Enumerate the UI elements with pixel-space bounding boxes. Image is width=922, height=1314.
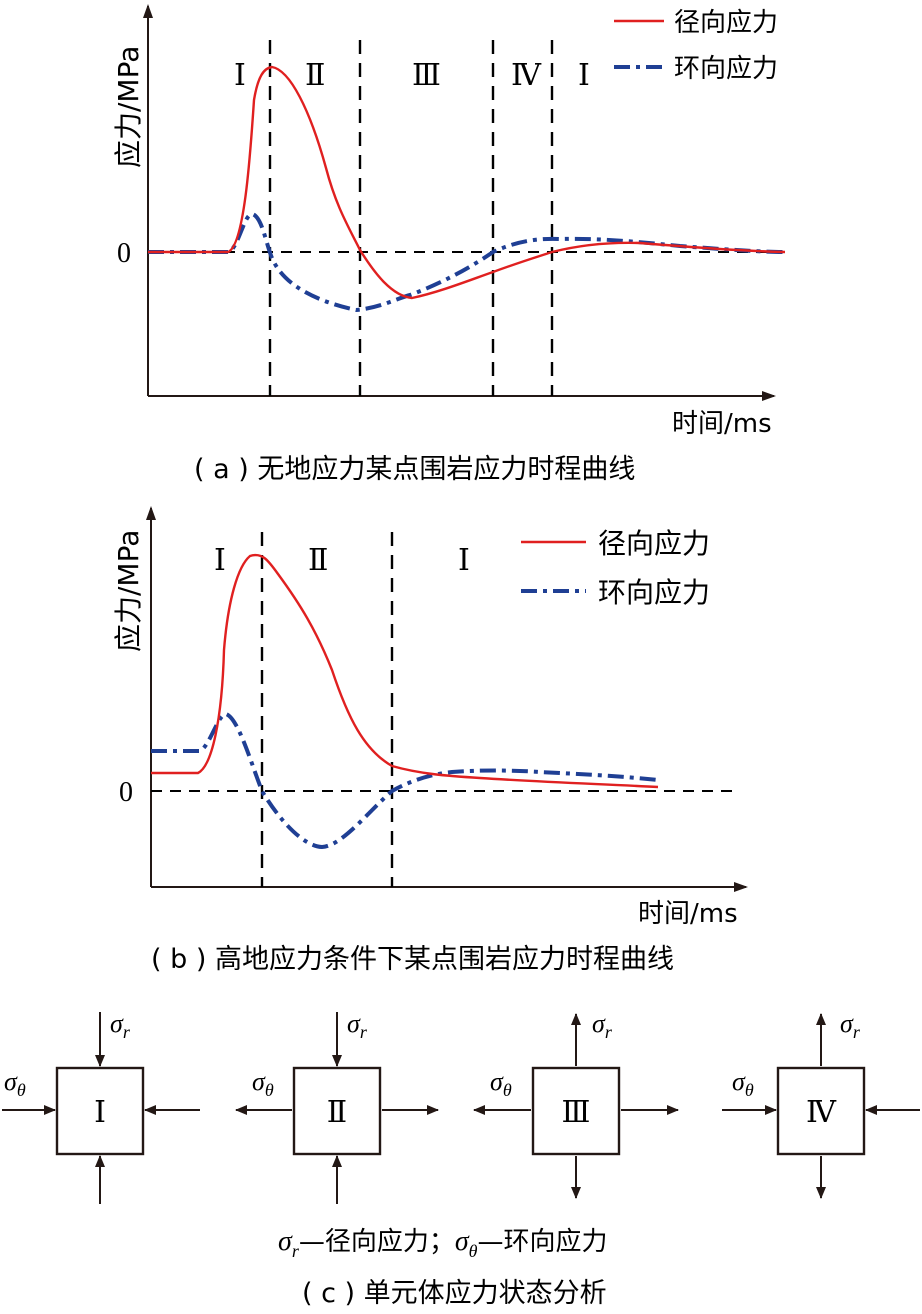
chart-b-legend-radial-label: 径向应力 [598, 527, 710, 560]
element-3-box [531, 1066, 621, 1156]
chart-b-zero-label: 0 [119, 777, 133, 808]
chart-a-legend: 径向应力 环向应力 [614, 8, 778, 84]
chart-b-radial-curve [151, 553, 659, 789]
element-diagram-caption: ( c ) 单元体应力状态分析 [302, 1278, 607, 1309]
chart-a-region-1: Ⅰ [234, 59, 246, 92]
element-4-box [776, 1066, 866, 1156]
element-1-label: Ⅰ [94, 1096, 106, 1129]
element-3: Ⅲ σr σθ [473, 1009, 679, 1199]
chart-b-x-axis-label: 时间/ms [638, 899, 738, 929]
chart-b-caption: ( b ) 高地应力条件下某点围岩应力时程曲线 [151, 944, 674, 975]
chart-b-region-1: Ⅰ [214, 544, 226, 577]
chart-a-radial-curve [148, 65, 786, 300]
element-2: Ⅱ σr σθ [235, 1009, 439, 1204]
chart-a-caption: ( a ) 无地应力某点围岩应力时程曲线 [194, 454, 635, 485]
chart-b-region-3: Ⅰ [458, 544, 470, 577]
element-1-box [55, 1066, 145, 1156]
chart-a: 应力/MPa 时间/ms 0 Ⅰ Ⅱ Ⅲ Ⅳ Ⅰ 径向应力 环向应力 ( a )… [112, 4, 786, 485]
element-2-sigma-theta: σθ [252, 1067, 274, 1100]
element-4: Ⅳ σr σθ [722, 1009, 920, 1199]
chart-b-legend-hoop-label: 环向应力 [598, 576, 710, 609]
element-diagram: Ⅰ σr σθ Ⅱ σr σθ Ⅲ σr σ [2, 1009, 920, 1309]
element-1-sigma-theta: σθ [4, 1067, 26, 1100]
chart-b-y-axis-label: 应力/MPa [112, 530, 145, 652]
chart-a-region-2: Ⅱ [305, 59, 325, 92]
chart-a-region-3: Ⅲ [412, 59, 441, 92]
chart-a-region-4: Ⅳ [511, 59, 542, 92]
chart-a-region-5: Ⅰ [578, 59, 590, 92]
chart-a-legend-radial-label: 径向应力 [674, 8, 778, 38]
chart-a-hoop-curve [148, 211, 786, 313]
element-3-sigma-r: σr [592, 1009, 613, 1042]
chart-b-hoop-curve [151, 711, 659, 850]
chart-a-x-axis-label: 时间/ms [672, 409, 772, 439]
element-3-label: Ⅲ [562, 1096, 591, 1129]
chart-a-y-axis-label: 应力/MPa [112, 46, 145, 168]
element-1-sigma-r: σr [110, 1009, 131, 1042]
element-2-box [292, 1066, 382, 1156]
chart-a-zero-label: 0 [117, 238, 131, 269]
element-4-sigma-r: σr [840, 1009, 861, 1042]
element-3-sigma-theta: σθ [490, 1067, 512, 1100]
element-2-sigma-r: σr [347, 1009, 368, 1042]
element-2-label: Ⅱ [327, 1096, 347, 1129]
element-1: Ⅰ σr σθ [2, 1009, 200, 1204]
element-4-sigma-theta: σθ [732, 1067, 754, 1100]
chart-a-legend-hoop-label: 环向应力 [674, 54, 778, 84]
chart-b: 应力/MPa 时间/ms 0 Ⅰ Ⅱ Ⅰ 径向应力 环向应力 ( b ) 高地应… [112, 506, 748, 975]
chart-b-legend: 径向应力 环向应力 [521, 527, 710, 609]
element-diagram-legend: σr—径向应力；σθ—环向应力 [278, 1226, 608, 1261]
element-4-label: Ⅳ [806, 1096, 837, 1129]
chart-b-region-2: Ⅱ [308, 544, 328, 577]
